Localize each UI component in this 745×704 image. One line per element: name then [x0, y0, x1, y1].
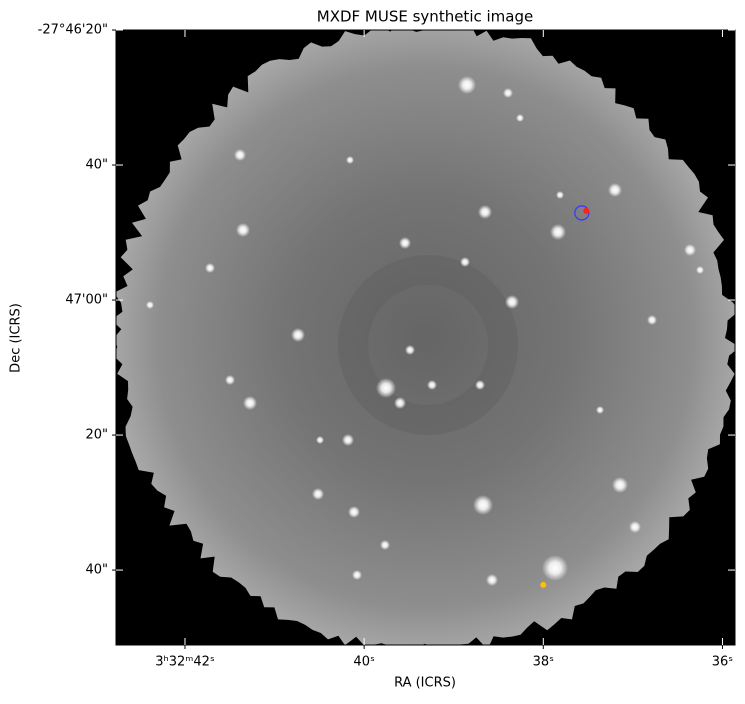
y-tick-label: 40"	[85, 563, 108, 578]
source	[291, 328, 305, 342]
source	[608, 183, 622, 197]
y-axis-label: Dec (ICRS)	[9, 303, 24, 373]
source	[316, 436, 324, 444]
source	[473, 495, 493, 515]
source	[234, 149, 246, 161]
y-tick-label: 20"	[85, 428, 108, 443]
y-tick-label: 47'00"	[65, 293, 108, 308]
x-axis-label: RA (ICRS)	[394, 676, 456, 691]
source	[312, 488, 324, 500]
source	[478, 205, 492, 219]
source	[486, 574, 498, 586]
x-tick-label: 40ˢ	[353, 655, 375, 670]
source	[427, 380, 437, 390]
y-tick-label: -27°46'20"	[38, 23, 108, 38]
source	[243, 396, 257, 410]
source	[394, 397, 406, 409]
source	[376, 378, 396, 398]
chart-title: MXDF MUSE synthetic image	[317, 8, 533, 26]
source	[542, 555, 568, 581]
source	[684, 244, 696, 256]
source	[352, 570, 362, 580]
sky-field	[116, 30, 735, 645]
y-tick-label: 40"	[85, 158, 108, 173]
source	[380, 540, 390, 550]
source	[612, 477, 628, 493]
source	[399, 237, 411, 249]
marker-dot	[583, 207, 590, 214]
source	[458, 76, 476, 94]
source	[596, 406, 604, 414]
source	[550, 224, 566, 240]
source	[556, 191, 564, 199]
x-tick-label: 36ˢ	[712, 655, 734, 670]
source	[146, 301, 154, 309]
x-tick-label: 38ˢ	[533, 655, 555, 670]
source	[405, 345, 415, 355]
source	[236, 223, 250, 237]
marker-dot	[540, 581, 547, 588]
source	[629, 521, 641, 533]
ring-pattern	[338, 255, 518, 435]
source	[475, 380, 485, 390]
source	[460, 257, 470, 267]
source	[647, 315, 657, 325]
source	[516, 114, 524, 122]
source	[696, 266, 704, 274]
source	[346, 156, 354, 164]
source	[205, 263, 215, 273]
source	[505, 295, 519, 309]
marker-ring	[574, 205, 590, 221]
x-tick-label: 3ʰ32ᵐ42ˢ	[155, 655, 215, 670]
source	[342, 434, 354, 446]
axes-frame	[115, 29, 736, 646]
source	[348, 506, 360, 518]
source	[503, 88, 513, 98]
source	[225, 375, 235, 385]
image	[116, 30, 735, 645]
